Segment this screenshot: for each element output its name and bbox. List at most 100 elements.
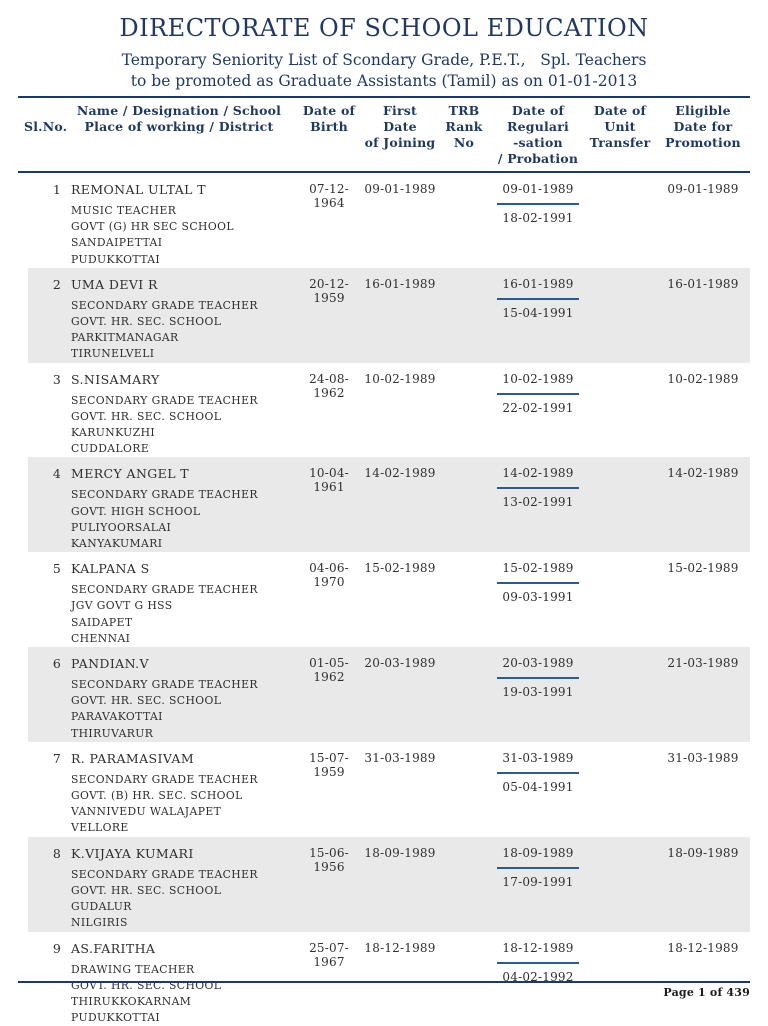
teacher-info-block: REMONAL ULTAL T MUSIC TEACHER GOVT (G) H… [64, 182, 294, 268]
table-row: 5 KALPANA S SECONDARY GRADE TEACHER JGV … [18, 552, 750, 647]
unit-transfer-date [584, 182, 656, 268]
teacher-info-block: UMA DEVI R SECONDARY GRADE TEACHER GOVT.… [64, 277, 294, 363]
first-date-of-joining: 18-09-1989 [364, 846, 436, 932]
teacher-designation: SECONDARY GRADE TEACHER [71, 772, 294, 788]
regularisation-date: 15-02-1989 [497, 561, 579, 584]
trb-rank-no [436, 561, 492, 647]
row-serial-number: 1 [18, 182, 64, 268]
column-header-dob: Date of Birth [294, 103, 364, 167]
page-subtitle: Temporary Seniority List of Scondary Gra… [0, 50, 768, 92]
table-row: 3 S.NISAMARY SECONDARY GRADE TEACHER GOV… [18, 363, 750, 458]
regularisation-probation-block: 10-02-1989 22-02-1991 [492, 372, 584, 458]
probation-date: 05-04-1991 [492, 780, 584, 794]
teacher-school: GOVT. HIGH SCHOOL [71, 504, 294, 520]
eligible-date: 18-09-1989 [656, 846, 750, 932]
teacher-designation: MUSIC TEACHER [71, 203, 294, 219]
trb-rank-no [436, 372, 492, 458]
column-header-joining: First Date of Joining [364, 103, 436, 167]
regularisation-date: 09-01-1989 [497, 182, 579, 205]
trb-rank-no [436, 656, 492, 742]
teacher-name: MERCY ANGEL T [71, 466, 294, 481]
column-header-eligible: Eligible Date for Promotion [656, 103, 750, 167]
row-serial-number: 6 [18, 656, 64, 742]
unit-transfer-date [584, 846, 656, 932]
probation-date: 17-09-1991 [492, 875, 584, 889]
eligible-date: 16-01-1989 [656, 277, 750, 363]
first-date-of-joining: 14-02-1989 [364, 466, 436, 552]
row-serial-number: 8 [18, 846, 64, 932]
first-date-of-joining: 20-03-1989 [364, 656, 436, 742]
trb-rank-no [436, 751, 492, 837]
teacher-name: S.NISAMARY [71, 372, 294, 387]
eligible-date: 21-03-1989 [656, 656, 750, 742]
table-row: 1 REMONAL ULTAL T MUSIC TEACHER GOVT (G)… [18, 173, 750, 268]
teacher-school: GOVT. HR. SEC. SCHOOL [71, 409, 294, 425]
teacher-name: K.VIJAYA KUMARI [71, 846, 294, 861]
regularisation-probation-block: 20-03-1989 19-03-1991 [492, 656, 584, 742]
date-of-birth: 15-06-1956 [294, 846, 364, 932]
first-date-of-joining: 15-02-1989 [364, 561, 436, 647]
table-header: Sl.No. Name / Designation / School Place… [18, 96, 750, 173]
teacher-info-block: S.NISAMARY SECONDARY GRADE TEACHER GOVT.… [64, 372, 294, 458]
teacher-place: VANNIVEDU WALAJAPET [71, 804, 294, 820]
teacher-info-block: MERCY ANGEL T SECONDARY GRADE TEACHER GO… [64, 466, 294, 552]
unit-transfer-date [584, 372, 656, 458]
teacher-name: KALPANA S [71, 561, 294, 576]
date-of-birth: 24-08-1962 [294, 372, 364, 458]
table-row: 9 AS.FARITHA DRAWING TEACHER GOVT. HR. S… [18, 932, 750, 1026]
probation-date: 19-03-1991 [492, 685, 584, 699]
teacher-info-block: KALPANA S SECONDARY GRADE TEACHER JGV GO… [64, 561, 294, 647]
teacher-designation: SECONDARY GRADE TEACHER [71, 298, 294, 314]
probation-date: 09-03-1991 [492, 590, 584, 604]
teacher-name: AS.FARITHA [71, 941, 294, 956]
eligible-date: 31-03-1989 [656, 751, 750, 837]
teacher-name: PANDIAN.V [71, 656, 294, 671]
eligible-date: 10-02-1989 [656, 372, 750, 458]
regularisation-probation-block: 15-02-1989 09-03-1991 [492, 561, 584, 647]
page-number: Page 1 of 439 [18, 986, 750, 999]
trb-rank-no [436, 277, 492, 363]
eligible-date: 09-01-1989 [656, 182, 750, 268]
probation-date: 15-04-1991 [492, 306, 584, 320]
row-serial-number: 2 [18, 277, 64, 363]
seniority-table: Sl.No. Name / Designation / School Place… [18, 96, 750, 1026]
teacher-name: REMONAL ULTAL T [71, 182, 294, 197]
teacher-district: CHENNAI [71, 631, 294, 647]
regularisation-probation-block: 14-02-1989 13-02-1991 [492, 466, 584, 552]
teacher-designation: SECONDARY GRADE TEACHER [71, 487, 294, 503]
teacher-info-block: R. PARAMASIVAM SECONDARY GRADE TEACHER G… [64, 751, 294, 837]
teacher-district: THIRUVARUR [71, 726, 294, 742]
regularisation-date: 14-02-1989 [497, 466, 579, 489]
regularisation-probation-block: 31-03-1989 05-04-1991 [492, 751, 584, 837]
table-row: 8 K.VIJAYA KUMARI SECONDARY GRADE TEACHE… [18, 837, 750, 932]
probation-date: 22-02-1991 [492, 401, 584, 415]
column-header-regularisation: Date of Regulari -sation / Probation [492, 103, 584, 167]
row-serial-number: 7 [18, 751, 64, 837]
trb-rank-no [436, 846, 492, 932]
date-of-birth: 07-12-1964 [294, 182, 364, 268]
teacher-place: PARKITMANAGAR [71, 330, 294, 346]
teacher-place: KARUNKUZHI [71, 425, 294, 441]
table-row: 6 PANDIAN.V SECONDARY GRADE TEACHER GOVT… [18, 647, 750, 742]
teacher-designation: SECONDARY GRADE TEACHER [71, 677, 294, 693]
regularisation-probation-block: 16-01-1989 15-04-1991 [492, 277, 584, 363]
column-header-slno: Sl.No. [18, 103, 64, 167]
eligible-date: 15-02-1989 [656, 561, 750, 647]
teacher-school: GOVT (G) HR SEC SCHOOL [71, 219, 294, 235]
teacher-school: GOVT. HR. SEC. SCHOOL [71, 314, 294, 330]
regularisation-date: 10-02-1989 [497, 372, 579, 395]
teacher-info-block: PANDIAN.V SECONDARY GRADE TEACHER GOVT. … [64, 656, 294, 742]
teacher-school: GOVT. (B) HR. SEC. SCHOOL [71, 788, 294, 804]
date-of-birth: 04-06-1970 [294, 561, 364, 647]
row-serial-number: 4 [18, 466, 64, 552]
page-footer: Page 1 of 439 [18, 981, 750, 999]
regularisation-probation-block: 09-01-1989 18-02-1991 [492, 182, 584, 268]
row-serial-number: 5 [18, 561, 64, 647]
teacher-designation: DRAWING TEACHER [71, 962, 294, 978]
regularisation-probation-block: 18-09-1989 17-09-1991 [492, 846, 584, 932]
first-date-of-joining: 10-02-1989 [364, 372, 436, 458]
regularisation-date: 18-09-1989 [497, 846, 579, 869]
date-of-birth: 01-05-1962 [294, 656, 364, 742]
table-body: 1 REMONAL ULTAL T MUSIC TEACHER GOVT (G)… [18, 173, 750, 1026]
